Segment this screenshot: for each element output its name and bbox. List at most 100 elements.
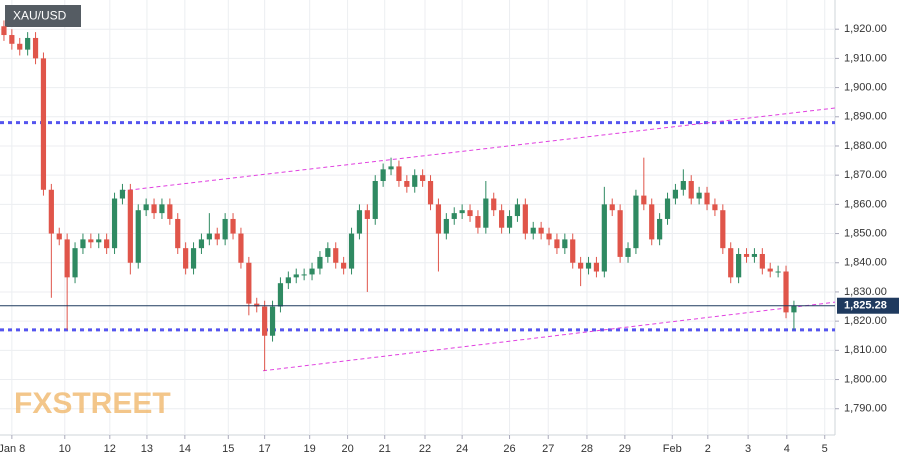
x-tick-label: 29	[619, 443, 631, 455]
candle-body	[625, 248, 631, 257]
candle-body	[546, 233, 552, 240]
x-tick-label: 13	[141, 443, 153, 455]
candle-body	[9, 35, 15, 44]
candle-body	[506, 216, 513, 228]
x-tick-label: 27	[542, 443, 554, 455]
candle-body	[159, 204, 165, 214]
candle-body	[412, 175, 418, 187]
candle-body	[609, 204, 615, 211]
candle-body	[585, 262, 592, 269]
candle-body	[538, 227, 544, 234]
candle-body	[633, 195, 639, 249]
candle-body	[688, 181, 694, 199]
candle-body	[443, 218, 449, 234]
candle-body	[514, 204, 521, 217]
candle-body	[333, 248, 339, 263]
candle-body	[293, 274, 299, 278]
candle-body	[530, 227, 536, 234]
x-tick-label: 21	[379, 443, 391, 455]
x-tick-label: 12	[104, 443, 116, 455]
candle-body	[427, 181, 434, 205]
candle-body	[404, 181, 410, 187]
candle-body	[167, 204, 173, 219]
candle-body	[728, 248, 734, 278]
candle-body	[522, 204, 528, 234]
x-tick-label: 20	[341, 443, 353, 455]
y-tick-label: 1,850.00	[844, 227, 887, 239]
x-tick-label: 10	[59, 443, 71, 455]
candle-body	[25, 37, 31, 50]
x-tick-label: 4	[784, 443, 790, 455]
trendline	[121, 107, 836, 192]
x-tick-label: 15	[222, 443, 234, 455]
candle-body	[285, 277, 291, 284]
candle-body	[80, 239, 86, 249]
candle-body	[396, 166, 402, 182]
candle-body	[704, 192, 710, 205]
candle-body	[246, 262, 252, 304]
candle-body	[767, 268, 773, 272]
y-tick-label: 1,820.00	[844, 315, 887, 327]
candle-body	[720, 210, 726, 249]
candle-body	[601, 204, 607, 272]
candle-body	[17, 43, 23, 50]
candle-body	[364, 210, 370, 219]
candle-body	[420, 175, 426, 182]
candle-body	[372, 181, 378, 219]
candle-body	[1, 26, 7, 36]
x-tick-label: 26	[503, 443, 515, 455]
x-tick-label: 17	[259, 443, 271, 455]
candle-body	[499, 210, 505, 228]
y-tick-label: 1,880.00	[844, 140, 887, 152]
candle-body	[119, 189, 126, 199]
candle-body	[672, 189, 679, 199]
y-tick-label: 1,910.00	[844, 52, 887, 64]
candle-body	[775, 271, 781, 273]
candle-body	[48, 189, 54, 234]
candle-body	[617, 210, 623, 257]
candle-body	[206, 233, 212, 240]
candle-body	[111, 198, 118, 249]
x-tick-label: 28	[581, 443, 593, 455]
candle-body	[435, 204, 442, 234]
y-tick-label: 1,790.00	[844, 403, 887, 415]
y-tick-label: 1,810.00	[844, 344, 887, 356]
candle-body	[301, 274, 307, 276]
x-tick-label: 14	[179, 443, 191, 455]
candle-body	[72, 248, 78, 278]
candle-body	[554, 239, 560, 249]
candle-body	[743, 253, 750, 257]
candle-body	[593, 262, 600, 272]
candle-body	[269, 306, 276, 336]
candle-body	[262, 306, 268, 336]
candle-body	[791, 305, 797, 313]
candle-body	[96, 239, 102, 243]
last-price-box	[837, 297, 899, 314]
x-tick-label: 3	[745, 443, 751, 455]
candle-body	[40, 58, 47, 190]
y-tick-label: 1,800.00	[844, 373, 887, 385]
candle-body	[641, 195, 647, 205]
candle-body	[88, 239, 94, 243]
candle-body	[64, 239, 70, 278]
candle-body	[254, 303, 260, 307]
candle-body	[783, 271, 789, 313]
candle-body	[198, 239, 205, 249]
candle-body	[135, 210, 141, 263]
candle-body	[317, 256, 323, 269]
x-tick-label: 19	[304, 443, 316, 455]
candle-body	[230, 218, 236, 234]
candle-body	[380, 169, 386, 182]
candle-body	[562, 239, 568, 249]
candle-body	[214, 233, 220, 240]
candle-body	[238, 233, 244, 263]
candle-body	[56, 233, 62, 240]
candle-body	[356, 210, 363, 234]
candle-body	[348, 233, 355, 269]
candle-body	[751, 253, 758, 257]
candle-body	[664, 198, 671, 219]
candle-body	[491, 198, 497, 211]
y-tick-label: 1,860.00	[844, 198, 887, 210]
